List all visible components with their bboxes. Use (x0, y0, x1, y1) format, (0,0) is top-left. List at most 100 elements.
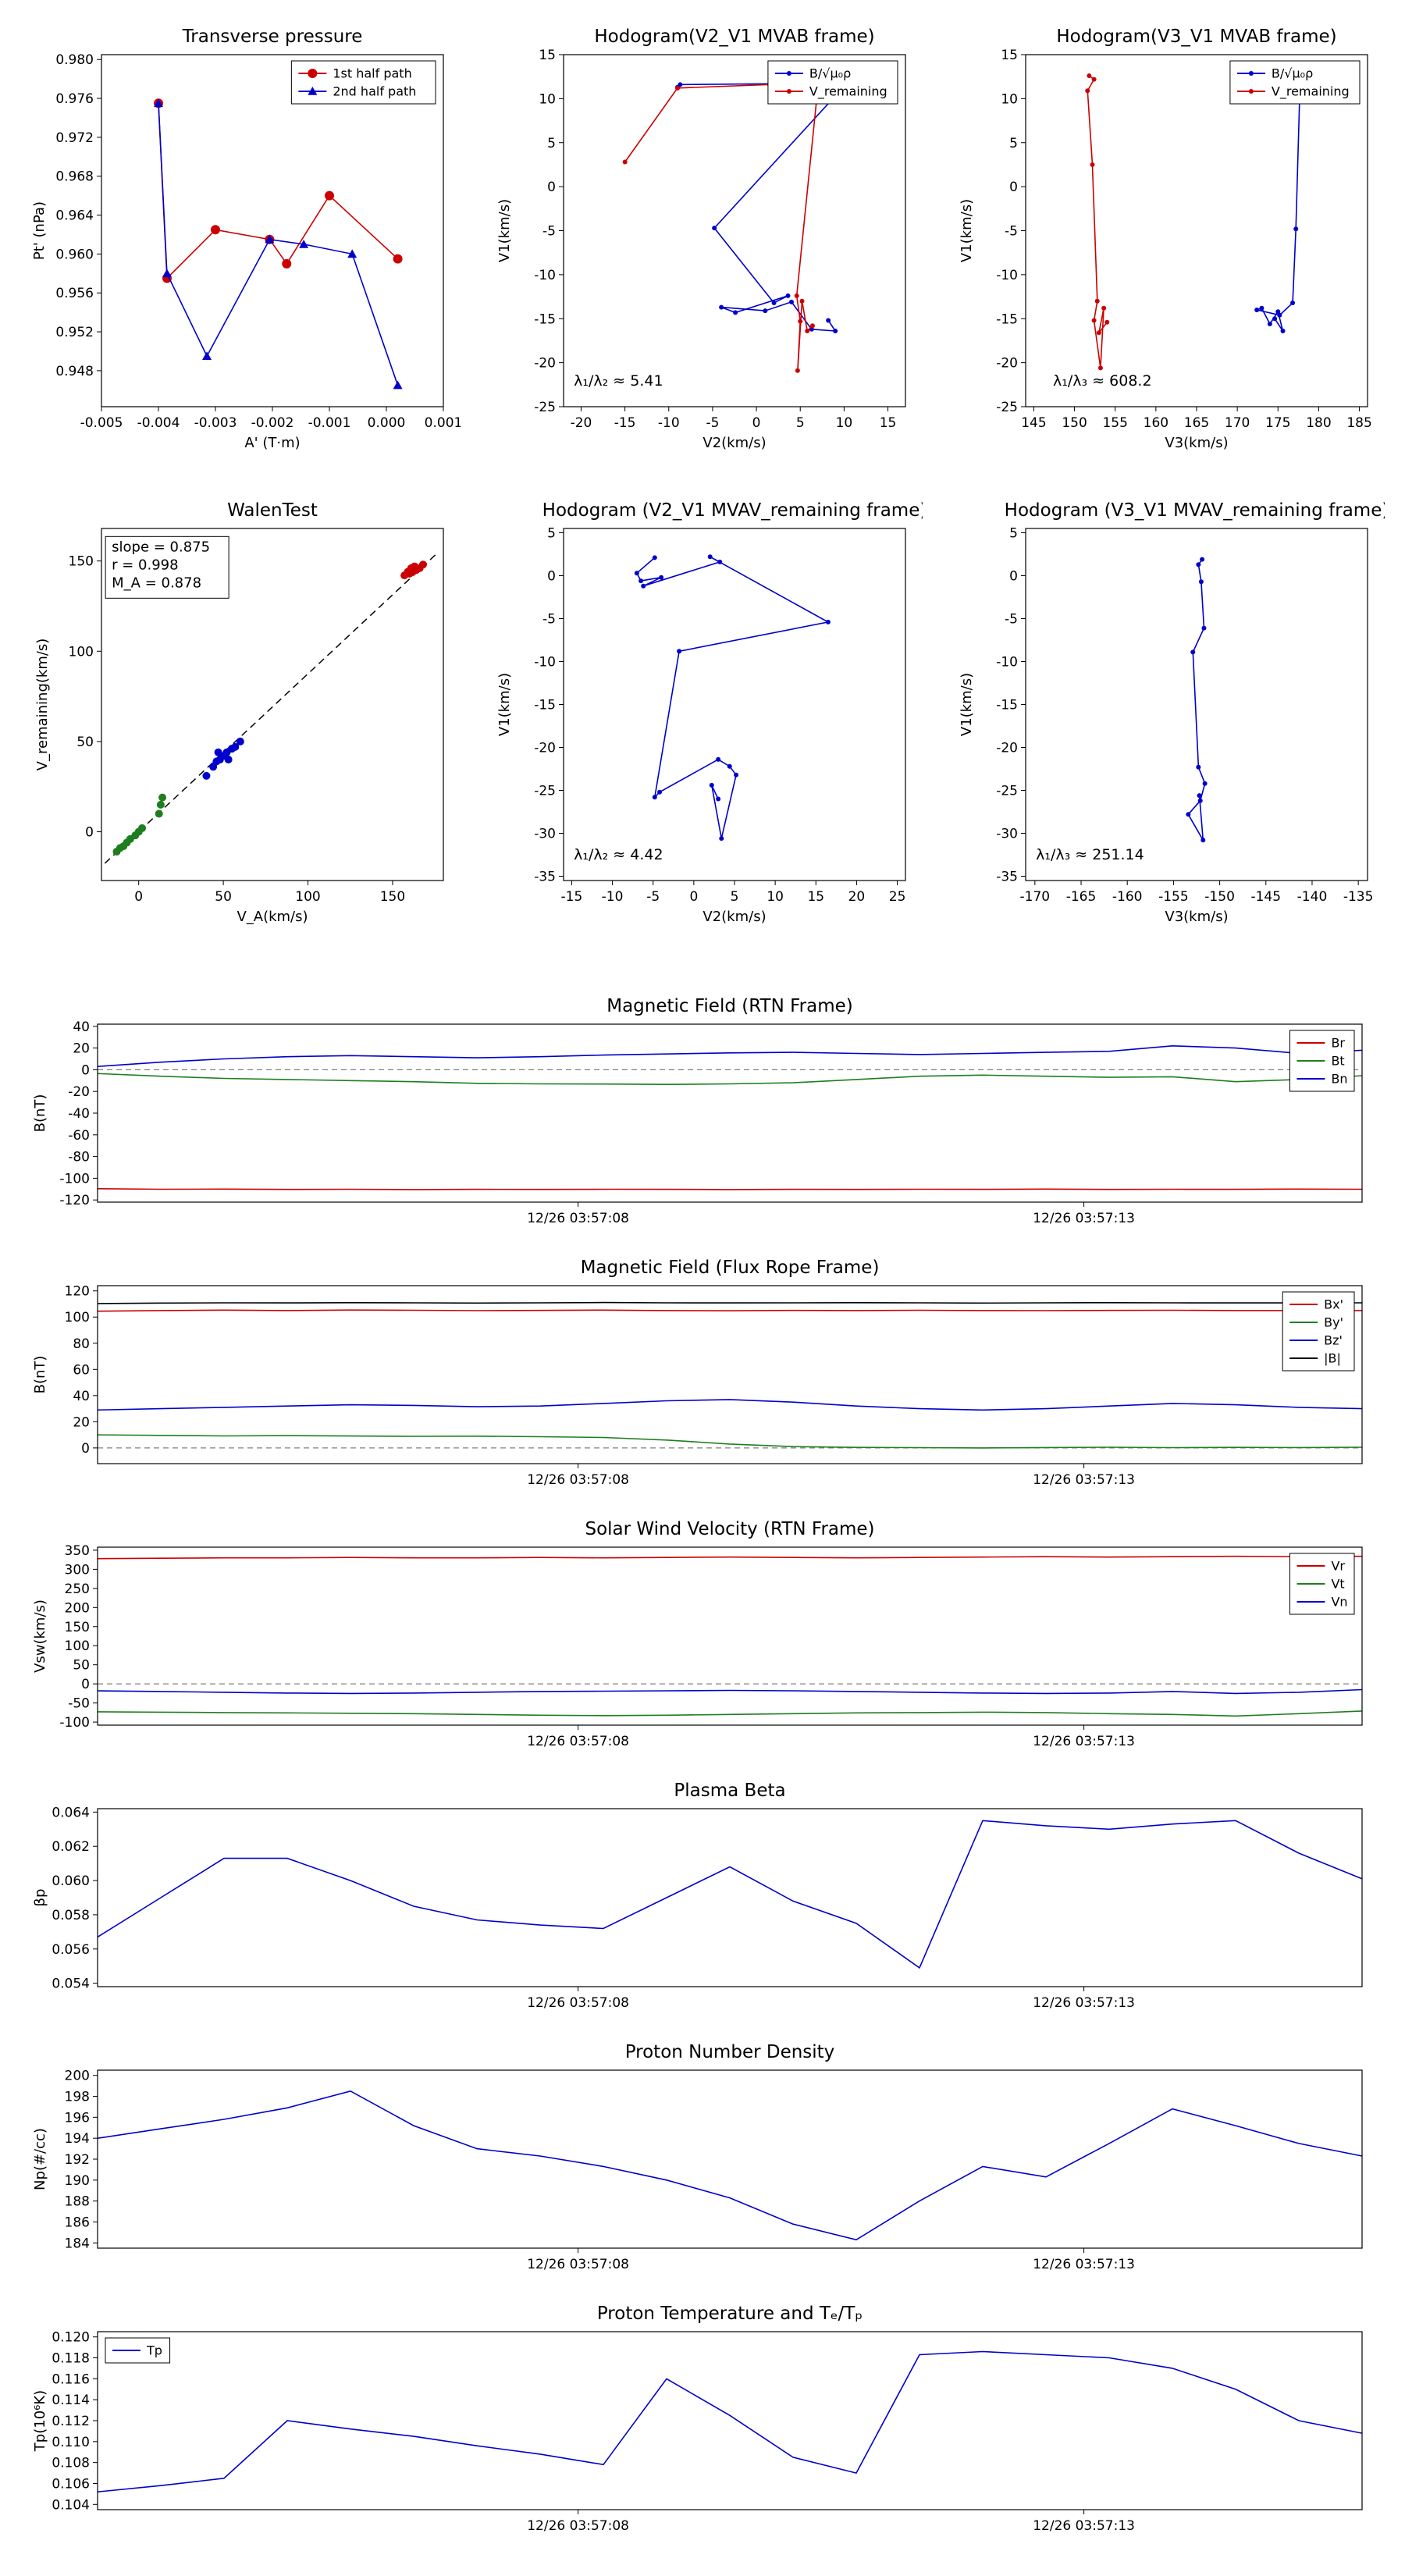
chart-solar-wind-velocity: 12/26 03:57:08 12/26 03:57:13 -100 -50 0 50 10… (23, 1508, 1385, 1758)
y-tick-label: 0.060 (52, 1873, 90, 1889)
y-tick-label: 100 (69, 644, 94, 660)
y-tick-label: 0 (85, 825, 94, 841)
y-tick-label: 0.972 (55, 130, 94, 146)
x-tick-label: 15 (807, 889, 824, 905)
y-tick-label: -15 (996, 311, 1018, 327)
y-axis-label: βp (32, 1889, 48, 1907)
y-tick-label: -5 (1005, 612, 1018, 628)
x-axis-label: A' (T·m) (244, 435, 300, 451)
marker (1267, 322, 1272, 327)
y-tick-label: 5 (1009, 526, 1018, 542)
marker (798, 318, 803, 324)
y-tick-label: -120 (59, 1193, 90, 1208)
series-Vt (97, 1710, 1363, 1717)
marker (211, 225, 220, 235)
annotation: λ₁/λ₂ ≈ 5.41 (574, 372, 663, 390)
y-tick-label: -15 (534, 698, 556, 713)
x-tick-label: 12/26 03:57:08 (527, 2257, 629, 2272)
axes-frame (97, 1546, 1363, 1726)
y-tick-label: -20 (996, 356, 1018, 372)
marker (641, 583, 646, 589)
chart-title: Plasma Beta (674, 1781, 785, 1801)
y-tick-label: 300 (65, 1562, 90, 1578)
x-tick-label: 0 (689, 889, 698, 905)
legend-box (290, 60, 436, 105)
chart-svg-transverse-pressure: -0.005 -0.004 -0.003 -0.002 -0.001 0.000 0.001… (31, 27, 462, 451)
marker (825, 619, 831, 624)
y-tick-label: -5 (1005, 224, 1018, 240)
y-tick-label: -25 (996, 400, 1018, 415)
y-tick-label: 40 (73, 1389, 90, 1404)
annotation: r = 0.998 (112, 557, 178, 573)
legend-label: B/√μ₀ρ (1272, 66, 1313, 81)
marker (1201, 625, 1207, 631)
y-tick-label: -5 (542, 224, 556, 240)
chart-proton-temperature: 12/26 03:57:08 12/26 03:57:13 0.104 0.106 0.… (23, 2293, 1385, 2542)
y-tick-label: -35 (534, 870, 556, 885)
y-tick-label: 0.058 (52, 1908, 90, 1923)
legend-label: V_remaining (809, 84, 887, 100)
marker (1259, 305, 1264, 311)
marker (657, 789, 663, 795)
series-Np (97, 2090, 1363, 2241)
marker (716, 796, 721, 802)
marker (727, 763, 732, 769)
y-tick-label: 0.948 (55, 364, 94, 379)
marker (158, 793, 167, 802)
plot-area (101, 55, 443, 407)
x-tick-label: 12/26 03:57:08 (527, 2518, 629, 2534)
marker (833, 329, 838, 334)
chart-title: Hodogram (V3_V1 MVAV_remaining frame) (1005, 500, 1385, 521)
series-Bx-prime (97, 1309, 1363, 1312)
y-tick-label: -20 (68, 1084, 90, 1100)
marker (786, 89, 791, 94)
y-tick-label: 350 (65, 1543, 90, 1559)
marker (1248, 89, 1254, 94)
marker (1248, 71, 1254, 76)
y-tick-label: 0.964 (55, 208, 94, 224)
y-axis-label: B(nT) (32, 1356, 48, 1394)
y-tick-label: -60 (68, 1128, 90, 1144)
marker (734, 772, 739, 777)
legend-label: Vr (1331, 1559, 1345, 1574)
x-tick-label: -165 (1066, 889, 1097, 905)
series-B-mag (97, 1301, 1362, 1304)
axes-frame (101, 54, 444, 407)
chart-title: Solar Wind Velocity (RTN Frame) (585, 1519, 874, 1539)
marker (1097, 365, 1103, 371)
x-tick-label: 150 (380, 889, 405, 905)
marker (1202, 781, 1208, 786)
x-tick-label: -0.003 (194, 415, 237, 431)
y-tick-label: 0.106 (52, 2476, 90, 2492)
marker (786, 71, 791, 76)
x-tick-label: 12/26 03:57:08 (527, 1995, 629, 2011)
chart-hodogram-v3v1-mvab: 145 150 155 160 165 170 175 180 185 -25 -20 -15 -10-… (948, 14, 1385, 455)
marker (716, 756, 721, 762)
series-Vn (97, 1688, 1363, 1695)
chart-svg-hodogram-v2v1-mvab: -20 -15 -10 -5 0 5 10 15 -25 -20 -15 -10 -5 0 5 10 15 Hod… (496, 27, 906, 451)
annotation-box (105, 535, 229, 599)
legend-label: Bz' (1324, 1333, 1343, 1348)
x-tick-label: 0.000 (368, 415, 406, 431)
y-tick-label: -25 (534, 400, 556, 415)
y-tick-label: 0.120 (52, 2330, 90, 2346)
y-tick-label: 0.114 (52, 2393, 90, 2408)
chart-title: Transverse pressure (182, 27, 363, 47)
axes-frame (563, 528, 906, 881)
series-Bz-prime (97, 1399, 1363, 1411)
y-tick-label: 0.112 (52, 2414, 90, 2429)
y-tick-label: -15 (996, 698, 1018, 713)
x-tick-label: 25 (889, 889, 906, 905)
marker (154, 98, 163, 108)
y-tick-label: -25 (996, 784, 1018, 799)
y-tick-label: 0.108 (52, 2456, 90, 2471)
marker (1200, 557, 1205, 562)
annotation: λ₁/λ₃ ≈ 251.14 (1036, 846, 1144, 863)
chart-title: Magnetic Field (Flux Rope Frame) (581, 1258, 880, 1278)
x-tick-label: 15 (880, 415, 897, 431)
y-tick-label: -100 (59, 1171, 90, 1187)
legend-label: By' (1324, 1315, 1343, 1330)
x-tick-label: -170 (1020, 889, 1051, 905)
marker (282, 258, 292, 269)
y-tick-label: 0.054 (52, 1976, 90, 1992)
